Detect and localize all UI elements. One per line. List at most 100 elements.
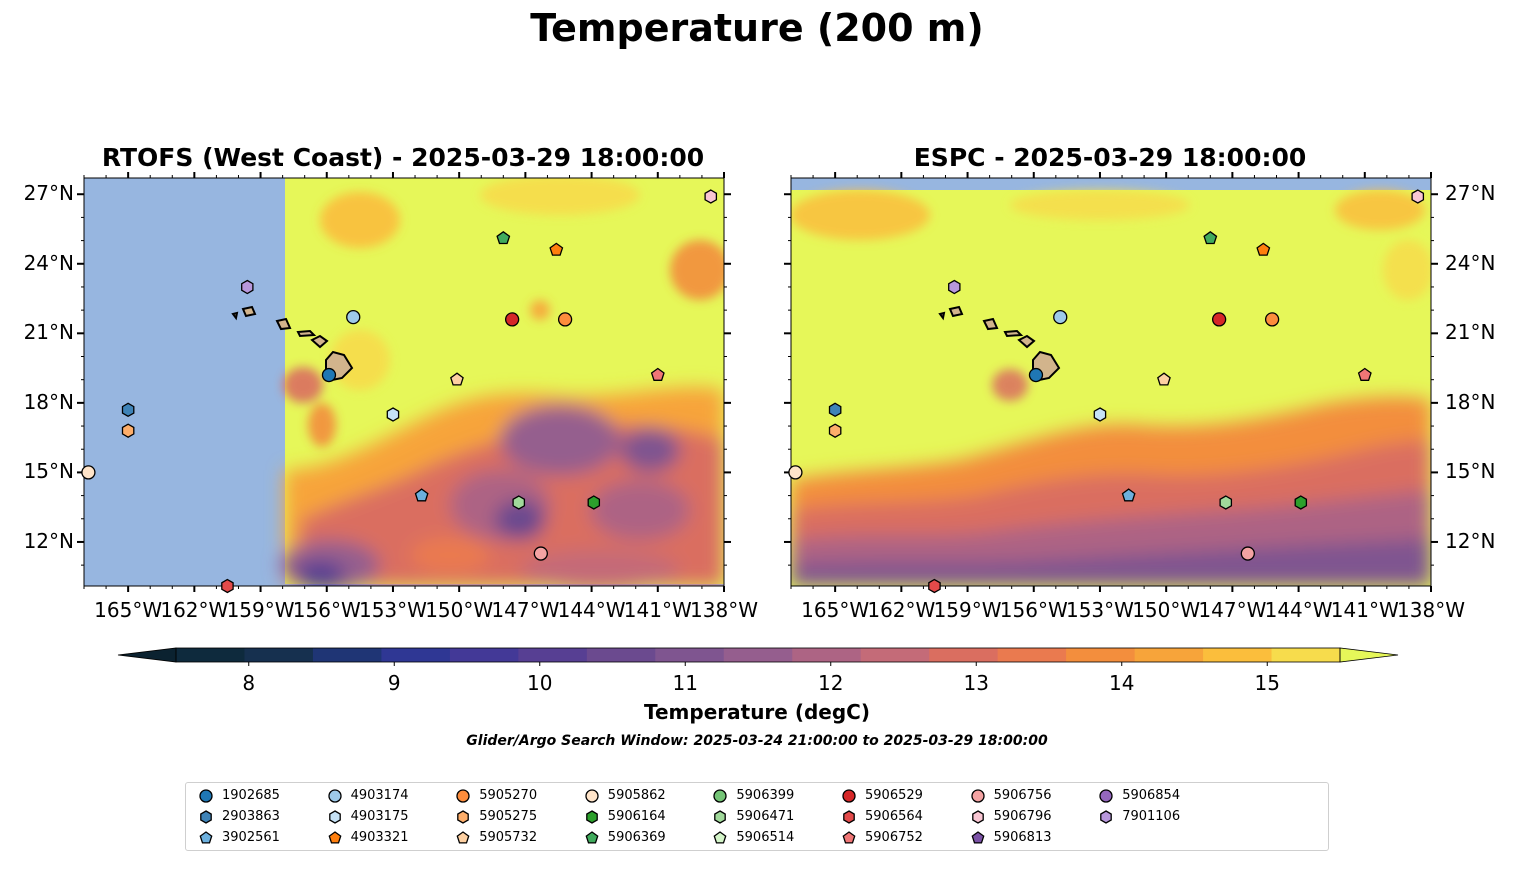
legend-marker-shape — [971, 830, 985, 844]
float-marker-5905732 — [1157, 372, 1171, 386]
colorbar-segment — [381, 648, 451, 662]
legend-item-5905270: 5905270 — [455, 787, 537, 805]
left-map-frame — [83, 177, 725, 587]
colorbar-under-extend — [117, 647, 177, 663]
lon-tick-label: 159°W — [933, 598, 1002, 622]
colorbar-segment — [518, 648, 588, 662]
legend-marker-pentagon-icon — [199, 830, 213, 844]
legend-item-4903175: 4903175 — [327, 808, 409, 826]
float-marker-7901106 — [948, 279, 961, 295]
colorbar-tick-label: 8 — [242, 671, 256, 695]
legend-marker-pentagon-icon — [842, 830, 856, 844]
legend-marker-shape — [328, 809, 341, 824]
lon-tick-label: 153°W — [1065, 598, 1134, 622]
espc-no-data-strip — [791, 178, 1431, 190]
lon-tick-label: 138°W — [690, 598, 758, 622]
legend-marker-hexagon-icon — [200, 809, 212, 824]
legend-label: 2903863 — [222, 809, 280, 824]
lon-tick-label: 138°W — [1397, 598, 1465, 622]
legend-marker-shape — [456, 830, 470, 844]
legend-label: 5905270 — [479, 788, 538, 803]
legend-marker-hexagon-icon — [843, 809, 855, 824]
legend-marker-shape — [1100, 809, 1113, 824]
legend-marker-shape — [1099, 788, 1113, 803]
legend-marker-pentagon-icon — [328, 830, 342, 844]
legend-marker-pentagon-icon — [456, 830, 470, 844]
float-marker-5906471 — [1219, 495, 1233, 510]
legend-item-5906514: 5906514 — [712, 829, 794, 847]
float-marker-1902685 — [1028, 367, 1044, 383]
legend-item-7901106: 7901106 — [1098, 808, 1180, 826]
colorbar-segment — [655, 648, 725, 662]
float-marker-5906796 — [704, 189, 718, 204]
legend-marker-circle-icon — [199, 788, 213, 803]
float-marker-1902685 — [321, 367, 337, 383]
colorbar-segment — [586, 648, 656, 662]
legend-marker-hexagon-icon — [585, 809, 598, 824]
legend-marker-shape — [200, 809, 212, 824]
float-marker-5905275 — [121, 423, 135, 438]
legend-label: 5906529 — [865, 788, 923, 803]
lon-tick-label: 144°W — [557, 598, 626, 622]
legend-marker-circle-icon — [327, 788, 342, 803]
legend-marker-circle-icon — [585, 788, 599, 803]
rtofs-temperature-field — [84, 178, 724, 586]
colorbar-tick-label: 12 — [818, 671, 844, 695]
lat-tick-label: 12°N — [23, 528, 74, 553]
colorbar-frame — [175, 647, 1341, 663]
lon-tick-label: 150°W — [425, 598, 494, 622]
float-markers-rtofs — [81, 189, 718, 594]
legend-item-2903863: 2903863 — [198, 808, 280, 826]
legend-marker-circle-icon — [713, 788, 728, 803]
float-marker-3902561 — [414, 488, 429, 502]
legend-item-5906529: 5906529 — [841, 787, 923, 805]
float-marker-4903175 — [1093, 407, 1107, 422]
lon-tick-label: 165°W — [801, 598, 870, 622]
legend-item-3902561: 3902561 — [198, 829, 280, 847]
lat-tick-label: 18°N — [1445, 389, 1496, 414]
legend-marker-shape — [585, 809, 598, 824]
legend-item-5905862: 5905862 — [584, 787, 666, 805]
search-window-note: Glider/Argo Search Window: 2025-03-24 21… — [466, 733, 1048, 749]
lon-tick-label: 165°W — [94, 598, 163, 622]
colorbar-segment — [449, 648, 519, 662]
lat-tick-label: 18°N — [23, 389, 74, 414]
float-marker-5906564 — [221, 578, 234, 594]
colorbar-segment — [1271, 648, 1341, 662]
lon-tick-label: 156°W — [999, 598, 1068, 622]
legend-item-4903174: 4903174 — [327, 787, 409, 805]
float-legend: 1902685 2903863 3902561 4903174 4903175 49033… — [185, 782, 1329, 851]
legend-item-5906796: 5906796 — [970, 808, 1052, 826]
legend-marker-pentagon-icon — [971, 830, 985, 844]
float-marker-2903863 — [121, 402, 135, 418]
legend-marker-hexagon-icon — [971, 809, 984, 824]
left-panel-title: RTOFS (West Coast) - 2025-03-29 18:00:00 — [101, 143, 705, 172]
float-marker-5906529 — [504, 312, 520, 327]
legend-label: 4903175 — [350, 809, 409, 824]
float-marker-5906164 — [1294, 495, 1308, 510]
float-marker-5905270 — [1264, 312, 1280, 327]
colorbar-segment — [792, 648, 862, 662]
legend-item-5906369: 5906369 — [584, 829, 666, 847]
legend-marker-hexagon-icon — [457, 809, 470, 824]
legend-marker-hexagon-icon — [328, 809, 341, 824]
legend-label: 4903321 — [350, 830, 409, 845]
float-marker-5905862 — [81, 465, 96, 480]
legend-marker-circle-icon — [456, 788, 470, 803]
float-marker-5906752 — [1357, 367, 1372, 381]
float-marker-4903321 — [549, 242, 564, 256]
legend-marker-shape — [585, 830, 599, 844]
legend-marker-shape — [713, 830, 727, 844]
float-marker-5906529 — [1211, 312, 1227, 327]
legend-marker-hexagon-icon — [714, 809, 727, 824]
legend-item-1902685: 1902685 — [198, 787, 280, 805]
legend-label: 5906854 — [1122, 788, 1181, 803]
lon-tick-label: 147°W — [1198, 598, 1267, 622]
legend-item-5906399: 5906399 — [712, 787, 794, 805]
float-marker-5905275 — [828, 423, 842, 438]
legend-item-5906756: 5906756 — [970, 787, 1052, 805]
float-marker-5905270 — [557, 312, 573, 327]
lon-tick-label: 144°W — [1264, 598, 1333, 622]
legend-marker-circle-icon — [970, 788, 985, 803]
